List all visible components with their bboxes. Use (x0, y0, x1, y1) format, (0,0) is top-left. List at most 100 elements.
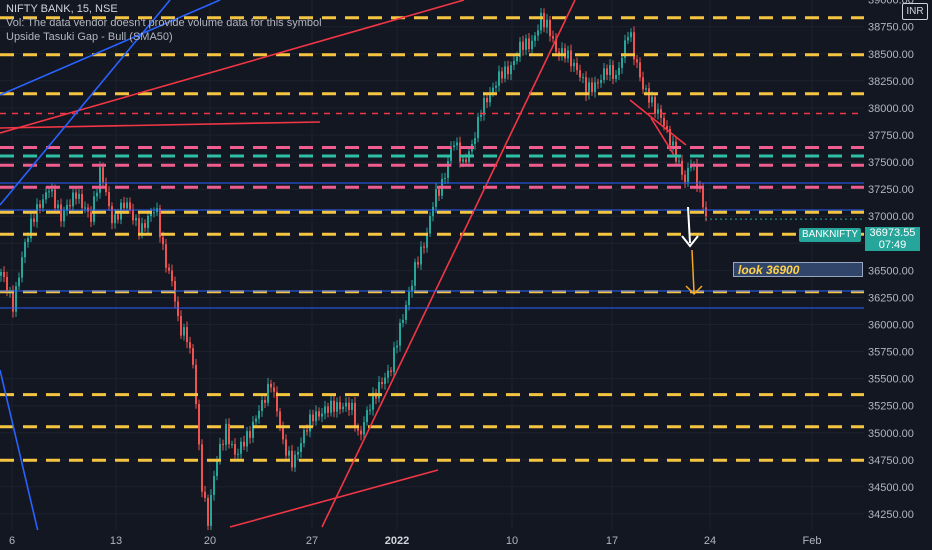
candle-up (525, 38, 527, 50)
candle-down (60, 204, 62, 222)
trend-line[interactable] (0, 121, 321, 129)
price-tick-label: 37750.00 (868, 130, 914, 142)
candles (0, 7, 707, 532)
candle-down (273, 387, 275, 392)
candle-up (72, 192, 74, 207)
candle-up (546, 19, 548, 28)
candle-down (75, 192, 77, 199)
legend-volume-note: Vol: The data vendor doesn't provide vol… (6, 17, 322, 29)
candle-down (417, 262, 419, 265)
candle-up (408, 291, 410, 305)
candle-up (42, 199, 44, 208)
candle-up (477, 116, 479, 139)
candle-up (96, 192, 98, 197)
candle-down (438, 189, 440, 196)
price-axis-labels: 34250.00 34500.00 34750.00 35000.00 35250.00… (868, 0, 914, 521)
candle-up (30, 218, 32, 239)
candle-down (159, 208, 161, 238)
candle-down (69, 204, 71, 207)
trend-line[interactable] (0, 0, 171, 206)
legend-indicator[interactable]: Upside Tasuki Gap - Bull (SMA50) (6, 31, 173, 43)
candle-down (123, 202, 125, 209)
candle-down (282, 427, 284, 440)
candle-up (618, 67, 620, 75)
candle-down (198, 404, 200, 445)
candle-up (213, 476, 215, 495)
currency-badge[interactable]: INR (902, 3, 928, 20)
candle-up (678, 160, 680, 162)
candle-up (324, 406, 326, 414)
candle-down (312, 414, 314, 422)
price-tick-label: 34750.00 (868, 455, 914, 467)
candle-up (267, 383, 269, 403)
candle-down (144, 223, 146, 228)
last-price-countdown: 07:49 (878, 239, 907, 251)
trend-lines[interactable] (0, 0, 864, 541)
time-axis-labels: 6 13 20 27 2022 10 17 24 Feb (9, 535, 822, 547)
candle-down (102, 167, 104, 183)
candle-up (510, 65, 512, 75)
candle-down (81, 193, 83, 208)
candle-down (306, 430, 308, 432)
candle-down (129, 202, 131, 210)
trend-line[interactable] (0, 0, 221, 96)
candle-down (168, 267, 170, 271)
price-tick-label: 35500.00 (868, 374, 914, 386)
candle-up (0, 271, 2, 276)
trend-line[interactable] (0, 369, 41, 541)
candle-down (552, 36, 554, 39)
price-tick-label: 36000.00 (868, 320, 914, 332)
candle-up (351, 402, 353, 410)
candle-up (297, 452, 299, 455)
candle-up (450, 147, 452, 161)
candle-down (654, 96, 656, 114)
candle-up (369, 409, 371, 411)
target-arrow-shaft (691, 249, 695, 293)
candle-down (333, 400, 335, 412)
time-tick-label: 17 (606, 535, 618, 547)
candle-down (327, 406, 329, 413)
candle-down (339, 402, 341, 410)
candle-down (291, 450, 293, 468)
candle-up (309, 414, 311, 432)
candle-up (432, 207, 434, 217)
candle-down (663, 117, 665, 126)
candle-down (549, 19, 551, 37)
price-tick-label: 35250.00 (868, 401, 914, 413)
price-axis[interactable] (864, 0, 932, 530)
candle-up (135, 218, 137, 221)
candle-up (126, 202, 128, 209)
candle-up (534, 35, 536, 41)
candle-up (147, 216, 149, 228)
candle-up (657, 109, 659, 114)
price-tick-label: 37000.00 (868, 211, 914, 223)
candle-down (423, 246, 425, 248)
candle-up (342, 406, 344, 410)
trend-line[interactable] (629, 99, 687, 146)
candle-down (111, 206, 113, 224)
trend-line[interactable] (650, 117, 675, 156)
time-tick-label: 20 (204, 535, 216, 547)
candle-down (360, 430, 362, 435)
candle-down (576, 62, 578, 71)
candle-down (390, 370, 392, 373)
candle-up (237, 453, 239, 455)
candle-up (303, 430, 305, 444)
trend-line[interactable] (229, 469, 439, 528)
candle-down (675, 141, 677, 162)
candle-up (456, 142, 458, 146)
time-tick-label: 2022 (385, 535, 409, 547)
candle-down (186, 327, 188, 343)
time-axis[interactable] (0, 530, 864, 550)
annotation-label[interactable]: look 36900 (733, 262, 863, 277)
candle-up (315, 411, 317, 422)
candle-up (336, 402, 338, 412)
candle-up (216, 460, 218, 477)
candle-down (243, 441, 245, 447)
candle-up (447, 160, 449, 178)
trend-line[interactable] (321, 0, 576, 528)
time-tick-label: 6 (9, 535, 15, 547)
candle-down (459, 142, 461, 162)
candle-up (48, 191, 50, 193)
legend-symbol[interactable]: NIFTY BANK, 15, NSE (6, 3, 118, 15)
